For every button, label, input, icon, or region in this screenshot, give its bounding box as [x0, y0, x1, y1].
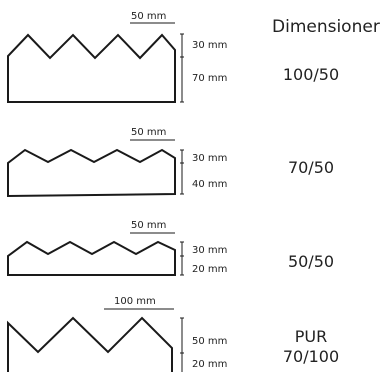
top-height-label: 30 mm — [192, 245, 227, 256]
profile-70-50-outline — [7, 148, 176, 198]
profile-name-70-50: 70/50 — [287, 158, 335, 177]
dimensions-heading: Dimensioner — [272, 17, 380, 37]
profile-70-50-dimensions — [130, 139, 184, 195]
profile-name-100-50: 100/50 — [282, 65, 340, 84]
profile-50-50-dimensions — [130, 232, 184, 276]
profile-50-50-outline — [7, 240, 176, 276]
profile-name-50-50: 50/50 — [287, 252, 335, 271]
width-label: 100 mm — [114, 296, 156, 307]
top-height-label: 50 mm — [192, 336, 227, 347]
profile-70-50 — [7, 148, 176, 198]
profile-100-50-outline — [7, 33, 176, 103]
top-height-label: 30 mm — [192, 40, 227, 51]
profile-pur-70-100-outline — [7, 316, 173, 372]
top-height-label: 30 mm — [192, 153, 227, 164]
profile-name-pur-70-100: PUR 70/100 — [276, 327, 346, 367]
bottom-height-label: 70 mm — [192, 73, 227, 84]
width-label: 50 mm — [131, 127, 166, 138]
profile-100-50-dimensions — [130, 22, 184, 103]
bottom-height-label: 40 mm — [192, 179, 227, 190]
bottom-height-label: 20 mm — [192, 264, 227, 275]
width-label: 50 mm — [131, 11, 166, 22]
profile-name-line1: PUR — [294, 327, 328, 346]
profile-name-line2: 70/100 — [282, 347, 340, 366]
profile-pur-70-100 — [7, 316, 173, 372]
profile-50-50 — [7, 240, 176, 276]
bottom-height-label: 20 mm — [192, 359, 227, 370]
profile-100-50 — [7, 33, 176, 103]
width-label: 50 mm — [131, 220, 166, 231]
profile-pur-70-100-dimensions — [104, 308, 184, 372]
